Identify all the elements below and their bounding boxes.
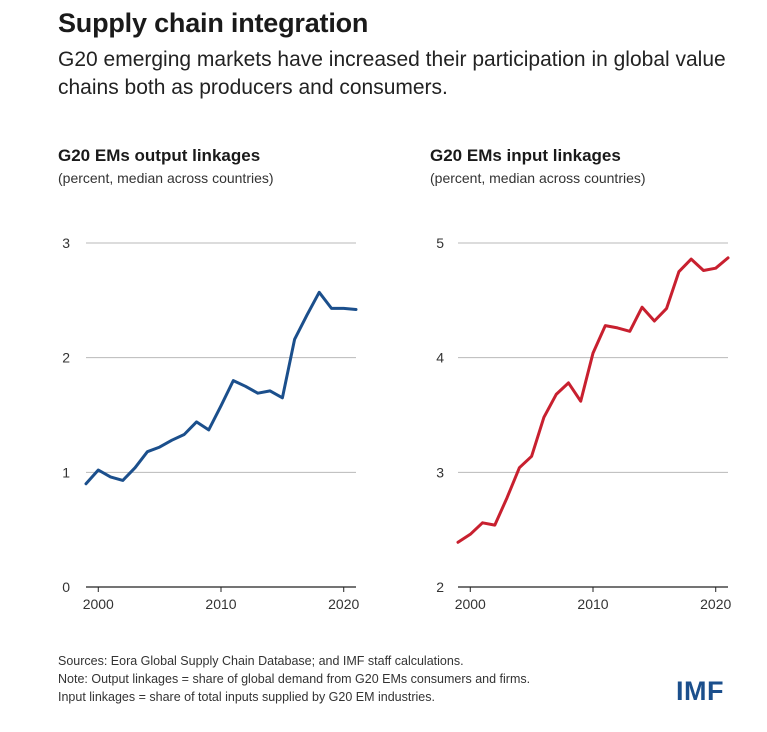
- left-panel-subtitle: (percent, median across countries): [58, 170, 274, 186]
- right-series-line: [456, 256, 730, 544]
- right-x-tick-label: 2000: [455, 596, 486, 612]
- left-y-tick-label: 0: [62, 579, 70, 595]
- right-y-tick-label: 2: [436, 579, 444, 595]
- left-y-tick-label: 2: [62, 350, 70, 366]
- output-linkages-note: Note: Output linkages = share of global …: [58, 672, 531, 686]
- right-panel-subtitle: (percent, median across countries): [430, 170, 646, 186]
- left-y-tick-label: 1: [62, 464, 70, 480]
- imf-logo: IMF: [676, 676, 724, 706]
- left-x-tick-label: 2020: [328, 596, 359, 612]
- sources-note: Sources: Eora Global Supply Chain Databa…: [58, 654, 464, 668]
- left-x-tick-label: 2000: [83, 596, 114, 612]
- input-linkages-note: Input linkages = share of total inputs s…: [58, 690, 435, 704]
- right-x-tick-label: 2020: [700, 596, 731, 612]
- left-x-tick-label: 2010: [205, 596, 236, 612]
- right-panel-title: G20 EMs input linkages: [430, 146, 621, 165]
- notes: Sources: Eora Global Supply Chain Databa…: [58, 652, 530, 706]
- right-y-tick-label: 4: [436, 350, 444, 366]
- left-y-tick-label: 3: [62, 235, 70, 251]
- left-panel-title: G20 EMs output linkages: [58, 146, 261, 165]
- right-y-tick-label: 5: [436, 235, 444, 251]
- left-series-line: [84, 290, 358, 486]
- chart-subtitle: G20 emerging markets have increased thei…: [58, 48, 726, 99]
- chart-title: Supply chain integration: [58, 8, 369, 38]
- right-y-tick-label: 3: [436, 464, 444, 480]
- right-x-tick-label: 2010: [577, 596, 608, 612]
